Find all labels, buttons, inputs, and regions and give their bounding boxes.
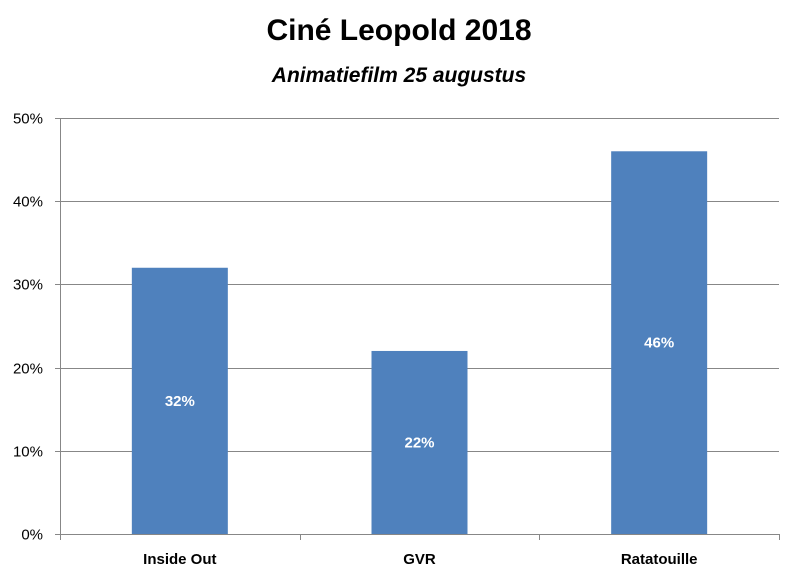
chart-title: Ciné Leopold 2018	[266, 14, 532, 47]
bar-gvr	[371, 350, 468, 534]
y-tick-label: 20%	[13, 361, 43, 378]
x-tick-label: GVR	[403, 551, 436, 568]
data-label: 22%	[404, 434, 434, 451]
bars	[131, 151, 708, 534]
data-label: 46%	[644, 335, 674, 352]
data-label: 32%	[165, 393, 195, 410]
labels: 0% 10% 20% 30% 40% 50% 32% Inside Out 22% GVR 46% R…	[13, 111, 698, 569]
y-tick-label: 0%	[21, 527, 43, 544]
y-tick-label: 30%	[13, 277, 43, 294]
y-tick-label: 10%	[13, 444, 43, 461]
chart-subtitle: Animatiefilm 25 augustus	[271, 64, 527, 87]
bar-inside-out	[131, 267, 228, 534]
y-tick-label: 40%	[13, 194, 43, 211]
bar-ratatouille	[611, 151, 708, 534]
x-tick-label: Ratatouille	[621, 551, 698, 568]
axes	[55, 118, 780, 540]
y-tick-label: 50%	[13, 111, 43, 128]
x-tick-label: Inside Out	[143, 551, 216, 568]
